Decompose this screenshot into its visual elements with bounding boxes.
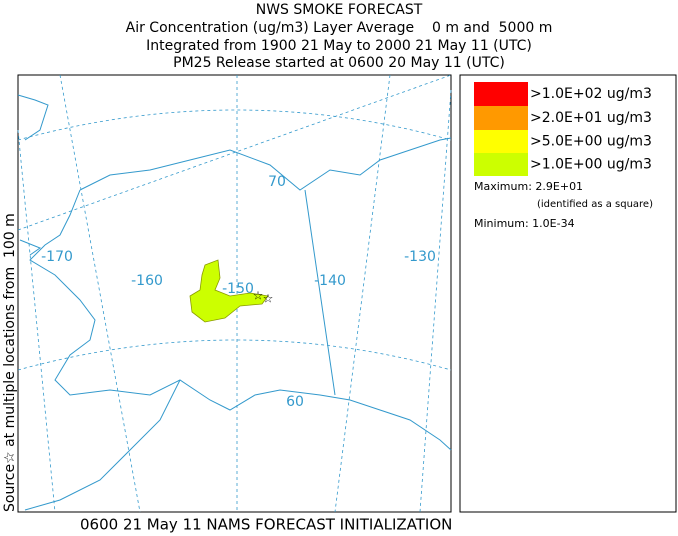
- legend-label: >1.0E+00 ug/m3: [530, 157, 652, 173]
- legend-swatch: [474, 82, 528, 106]
- map-frame: [17, 74, 452, 513]
- legend-swatch: [474, 106, 528, 130]
- subtitle: PM25 Release started at 0600 20 May 11 (…: [173, 55, 505, 71]
- subtitle: Integrated from 1900 21 May to 2000 21 M…: [146, 38, 532, 54]
- graticule-label: -150: [222, 281, 254, 297]
- graticule-label: 60: [286, 394, 304, 410]
- graticule-label: -160: [131, 273, 163, 289]
- graticule-label: -170: [41, 249, 73, 265]
- side-label: Source☆ at multiple locations from 100 m: [2, 213, 18, 512]
- graticule: [17, 74, 452, 513]
- legend-swatch: [474, 130, 528, 153]
- graticule-label: -140: [314, 273, 346, 289]
- legend-swatch: [474, 153, 528, 176]
- legend-minimum: Minimum: 1.0E-34: [474, 217, 575, 230]
- source-star: ☆: [253, 289, 264, 303]
- title: NWS SMOKE FORECAST: [256, 2, 423, 18]
- smoke-plume: [189, 259, 269, 323]
- legend-maximum: Maximum: 2.9E+01: [474, 180, 583, 193]
- legend-label: >1.0E+02 ug/m3: [530, 86, 652, 102]
- subtitle: Air Concentration (ug/m3) Layer Average …: [126, 20, 553, 36]
- source-star: ☆: [263, 292, 274, 306]
- footer: 0600 21 May 11 NAMS FORECAST INITIALIZAT…: [80, 516, 452, 534]
- map: ☆ ☆ -170 -160 -150 -140 -130 70 60: [17, 74, 452, 513]
- legend-label: >2.0E+01 ug/m3: [530, 110, 652, 126]
- graticule-label: 70: [268, 174, 286, 190]
- legend-label: >5.0E+00 ug/m3: [530, 134, 652, 150]
- legend-max-note: (identified as a square): [537, 199, 653, 210]
- graticule-label: -130: [404, 249, 436, 265]
- coastline: [17, 94, 452, 511]
